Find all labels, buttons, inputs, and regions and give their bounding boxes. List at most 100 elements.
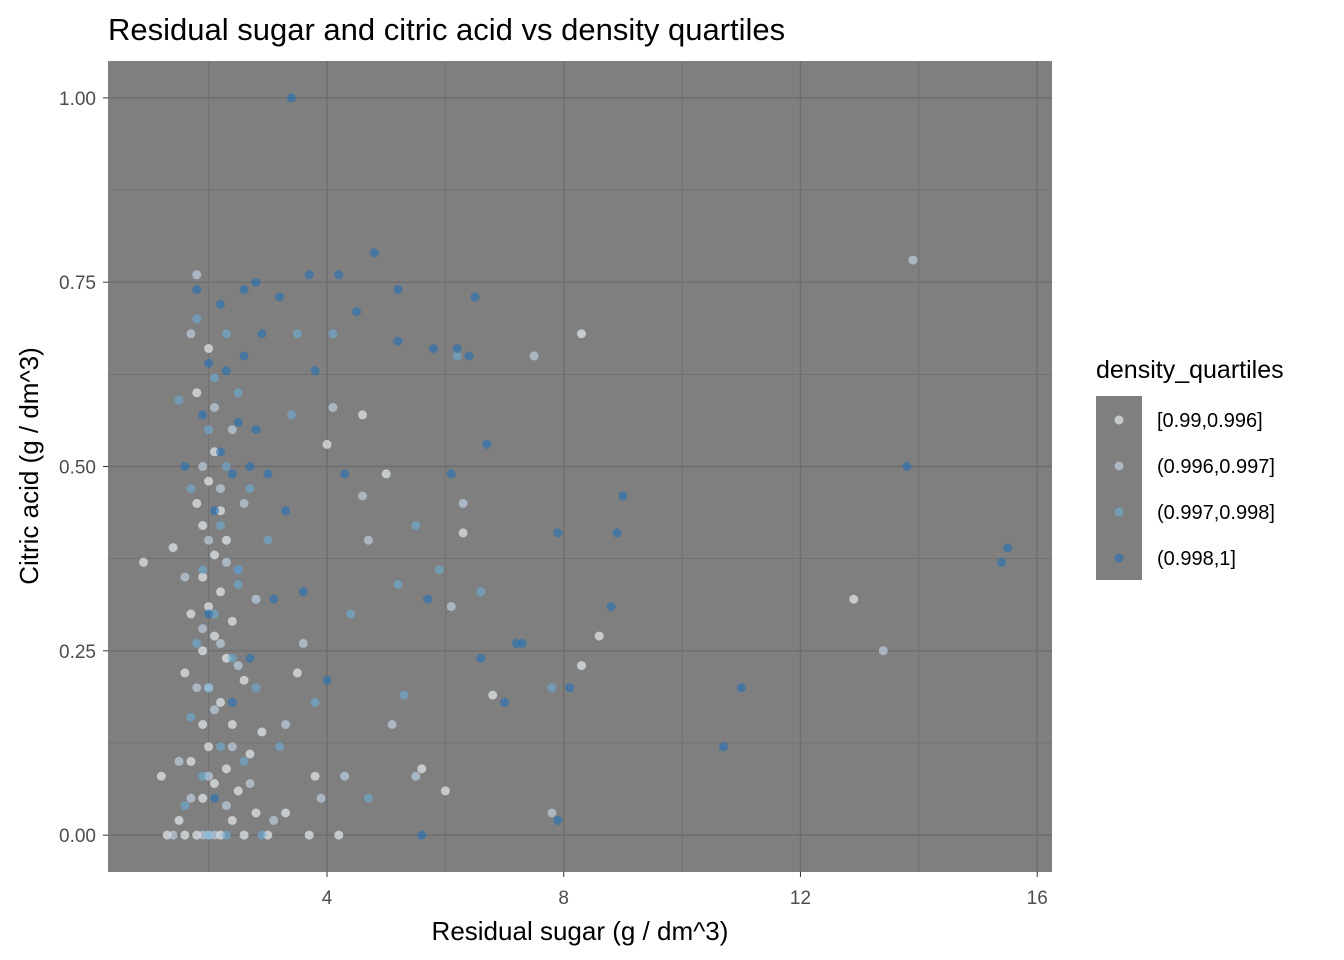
- data-point: [210, 550, 219, 560]
- data-point: [340, 469, 350, 479]
- data-point: [168, 543, 178, 553]
- data-point: [298, 587, 308, 597]
- legend-label: [0.99,0.996]: [1157, 410, 1263, 432]
- data-point: [198, 565, 208, 575]
- data-point: [210, 506, 219, 516]
- data-point: [204, 344, 214, 353]
- data-point: [216, 521, 225, 530]
- data-point: [310, 697, 320, 707]
- legend-key: [1114, 553, 1124, 563]
- y-axis-title: Citric acid (g / dm^3): [14, 347, 44, 585]
- data-point: [446, 602, 456, 612]
- data-point: [186, 484, 196, 494]
- data-point: [281, 808, 291, 818]
- data-point: [216, 447, 225, 457]
- data-point: [393, 285, 403, 295]
- legend-key-background: [1096, 396, 1142, 580]
- data-point: [500, 697, 509, 707]
- data-point: [204, 609, 214, 619]
- data-point: [180, 830, 190, 840]
- data-point: [251, 683, 261, 693]
- data-point: [411, 521, 421, 530]
- data-point: [269, 594, 279, 604]
- data-point: [328, 403, 338, 412]
- data-point: [198, 572, 208, 582]
- data-point: [221, 764, 231, 774]
- data-point: [204, 683, 214, 693]
- y-tick-label: 0.50: [59, 458, 96, 479]
- data-point: [547, 683, 557, 693]
- x-axis-title: Residual sugar (g / dm^3): [432, 916, 729, 946]
- data-point: [227, 425, 237, 435]
- legend-title: density_quartiles: [1096, 356, 1284, 384]
- data-point: [358, 491, 367, 501]
- data-point: [275, 742, 285, 752]
- data-point: [227, 815, 237, 825]
- data-point: [233, 661, 243, 671]
- data-point: [464, 351, 474, 361]
- data-point: [281, 720, 291, 729]
- data-point: [257, 830, 267, 840]
- data-point: [227, 720, 237, 729]
- data-point: [488, 690, 498, 700]
- data-point: [221, 329, 231, 339]
- data-point: [310, 366, 320, 376]
- data-point: [198, 521, 208, 530]
- data-point: [221, 801, 231, 811]
- data-point: [298, 638, 308, 648]
- legend-key: [1114, 507, 1124, 517]
- data-point: [736, 683, 746, 693]
- data-point: [606, 602, 616, 612]
- data-point: [239, 756, 249, 766]
- data-point: [251, 425, 261, 435]
- data-point: [245, 484, 255, 494]
- data-point: [452, 351, 462, 361]
- data-point: [221, 830, 231, 840]
- data-point: [340, 771, 350, 781]
- data-point: [245, 462, 255, 471]
- data-point: [517, 638, 527, 648]
- data-point: [180, 462, 190, 471]
- data-point: [304, 270, 314, 280]
- data-point: [346, 609, 356, 619]
- data-point: [577, 329, 586, 339]
- data-point: [233, 388, 243, 398]
- data-point: [186, 793, 196, 803]
- data-point: [192, 683, 202, 693]
- data-point: [363, 535, 373, 545]
- data-point: [210, 705, 219, 715]
- data-point: [180, 572, 190, 582]
- data-point: [363, 793, 373, 803]
- data-point: [849, 594, 859, 604]
- legend-key: [1114, 415, 1124, 425]
- data-point: [198, 793, 208, 803]
- chart-title: Residual sugar and citric acid vs densit…: [108, 12, 785, 47]
- y-tick-label: 1.00: [59, 89, 96, 110]
- data-point: [287, 410, 296, 420]
- data-point: [393, 580, 403, 589]
- data-point: [239, 830, 249, 840]
- data-point: [358, 410, 367, 420]
- data-point: [192, 270, 202, 280]
- data-point: [198, 410, 208, 420]
- data-point: [352, 307, 362, 317]
- data-point: [210, 403, 219, 412]
- data-point: [156, 771, 166, 781]
- data-point: [216, 587, 225, 597]
- data-point: [180, 668, 190, 678]
- data-point: [233, 786, 243, 796]
- series-points: [180, 93, 1013, 840]
- y-axis-ticks: 0.00 0.25 0.50 0.75 1.00: [59, 89, 108, 847]
- data-point: [204, 425, 214, 435]
- data-point: [287, 93, 296, 103]
- data-point: [210, 631, 219, 641]
- data-point: [322, 439, 332, 449]
- data-point: [192, 388, 202, 398]
- data-point: [198, 624, 208, 634]
- data-points: [139, 93, 1013, 840]
- data-point: [263, 535, 273, 545]
- legend-label: (0.997,0.998]: [1157, 502, 1275, 524]
- data-point: [251, 277, 261, 287]
- data-point: [186, 756, 196, 766]
- data-point: [221, 535, 231, 545]
